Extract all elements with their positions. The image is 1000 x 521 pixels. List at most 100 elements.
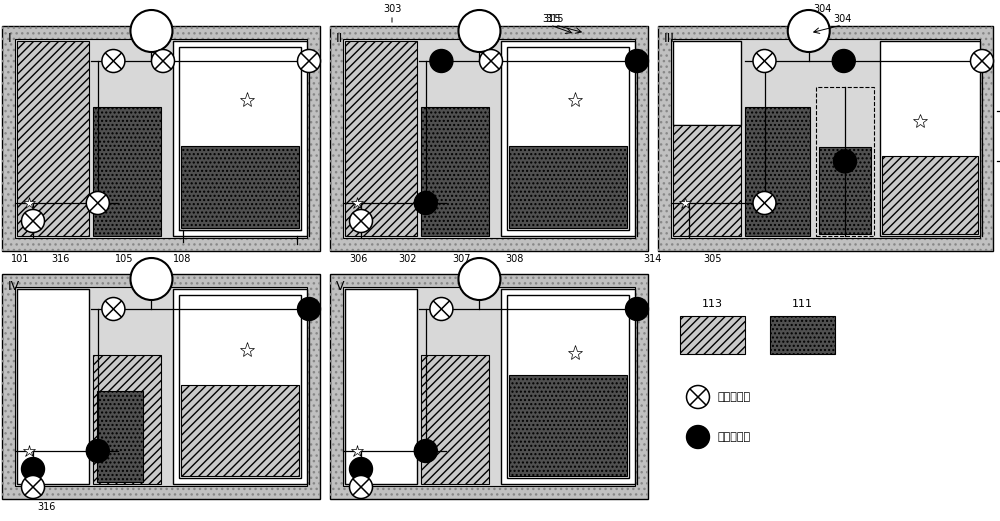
Bar (671, 39, 980, 238)
Text: 307: 307 (453, 254, 471, 264)
Circle shape (626, 297, 648, 320)
Bar (2, 274, 320, 499)
Bar (673, 41, 741, 125)
Circle shape (298, 297, 320, 320)
Circle shape (414, 440, 437, 463)
Bar (330, 274, 648, 499)
Text: 101: 101 (11, 254, 29, 264)
Bar (507, 295, 629, 478)
Bar (345, 289, 417, 484)
Text: 111: 111 (792, 299, 812, 309)
Circle shape (788, 10, 830, 52)
Circle shape (21, 476, 44, 499)
Circle shape (430, 49, 453, 72)
Bar (2, 274, 320, 499)
Bar (2, 26, 320, 251)
Bar (501, 289, 635, 484)
Circle shape (350, 209, 372, 232)
Bar (658, 26, 993, 251)
Bar (673, 125, 741, 236)
Text: 107: 107 (999, 106, 1000, 117)
Bar (93, 107, 161, 236)
Bar (819, 147, 871, 234)
Text: V: V (336, 280, 344, 293)
Bar (745, 107, 810, 236)
Bar (173, 41, 307, 236)
Circle shape (298, 49, 320, 72)
Bar (816, 87, 874, 236)
Bar (15, 287, 307, 486)
Bar (680, 316, 745, 354)
Text: I: I (8, 32, 12, 45)
Circle shape (130, 258, 172, 300)
Text: 304: 304 (814, 4, 832, 14)
Text: 閥（關閉）: 閥（關閉） (718, 392, 751, 402)
Bar (330, 26, 648, 251)
Circle shape (102, 297, 125, 320)
Bar (770, 316, 835, 354)
Bar (658, 26, 993, 251)
Circle shape (833, 150, 856, 173)
Bar (882, 156, 978, 234)
Bar (179, 295, 301, 478)
Bar (421, 355, 489, 484)
Text: 306: 306 (349, 254, 367, 264)
Circle shape (350, 476, 372, 499)
Bar (501, 41, 635, 236)
Circle shape (430, 297, 453, 320)
Bar (15, 39, 307, 238)
Bar (330, 274, 648, 499)
Bar (507, 47, 629, 230)
Circle shape (753, 192, 776, 215)
Circle shape (86, 192, 109, 215)
Circle shape (21, 209, 44, 232)
Bar (181, 384, 299, 476)
Bar (17, 41, 89, 236)
Text: 304: 304 (833, 14, 851, 24)
Bar (345, 41, 417, 236)
Bar (17, 289, 89, 484)
Text: 316: 316 (38, 502, 56, 512)
Bar (421, 107, 489, 236)
Circle shape (350, 457, 372, 480)
Circle shape (480, 49, 503, 72)
Text: 314: 314 (643, 254, 661, 264)
Bar (343, 287, 635, 486)
Circle shape (21, 457, 44, 480)
Bar (2, 26, 320, 251)
Text: 308: 308 (506, 254, 524, 264)
Circle shape (414, 192, 437, 215)
Text: 113: 113 (702, 299, 722, 309)
Bar (173, 289, 307, 484)
Text: 閥（打開）: 閥（打開） (718, 432, 751, 442)
Bar (179, 47, 301, 230)
Circle shape (753, 49, 776, 72)
Bar (93, 355, 161, 484)
Text: 305: 305 (704, 254, 722, 264)
Text: 105: 105 (115, 254, 133, 264)
Text: 315: 315 (546, 14, 564, 24)
Circle shape (686, 426, 710, 449)
Text: 302: 302 (399, 254, 417, 264)
Text: 108: 108 (173, 254, 191, 264)
Circle shape (458, 10, 500, 52)
Text: III: III (664, 32, 675, 45)
Circle shape (102, 49, 125, 72)
Circle shape (626, 49, 648, 72)
Bar (509, 146, 627, 228)
Bar (509, 375, 627, 476)
Bar (880, 41, 980, 236)
Text: 313: 313 (999, 156, 1000, 166)
Circle shape (686, 386, 710, 408)
Text: 303: 303 (383, 4, 401, 14)
Text: IV: IV (8, 280, 20, 293)
Circle shape (832, 49, 855, 72)
Circle shape (970, 49, 994, 72)
Circle shape (458, 258, 500, 300)
Circle shape (152, 49, 175, 72)
Circle shape (130, 10, 172, 52)
Bar (97, 391, 143, 482)
Text: 316: 316 (51, 254, 69, 264)
Text: II: II (336, 32, 343, 45)
Text: 315: 315 (542, 14, 560, 24)
